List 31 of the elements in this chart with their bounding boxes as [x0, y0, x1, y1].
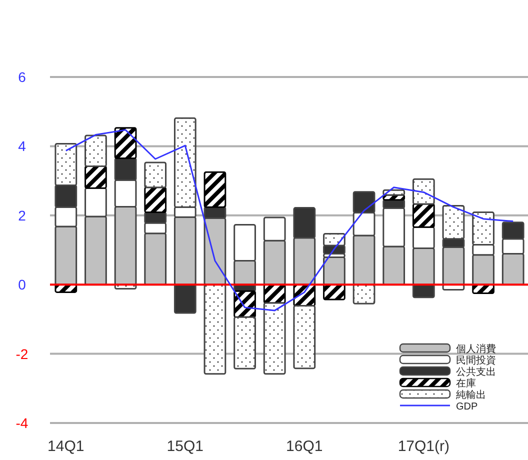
bar	[204, 171, 226, 208]
bar	[174, 284, 196, 314]
x-tick-label: 17Q1(r)	[398, 438, 450, 455]
bar	[204, 284, 226, 375]
x-tick-label: 14Q1	[48, 438, 84, 455]
bar	[352, 284, 376, 304]
y-tick-label: 0	[18, 276, 26, 293]
bar	[144, 186, 167, 214]
legend-label: 公共支出	[456, 366, 496, 378]
legend-label: GDP	[456, 402, 478, 412]
line-series	[65, 129, 514, 312]
y-tick-label: 4	[18, 138, 26, 154]
x-tick-label: 16Q1	[286, 438, 323, 455]
bar	[114, 127, 137, 160]
y-tick-label: -2	[16, 346, 28, 362]
x-tick-label: 15Q1	[166, 438, 204, 455]
y-tick-label: 6	[18, 69, 26, 85]
y-tick-label: -4	[16, 415, 28, 431]
bar	[84, 134, 107, 168]
bar	[84, 166, 107, 189]
legend-label: 個人消費	[456, 343, 496, 355]
bar	[412, 203, 435, 228]
bar	[293, 304, 316, 370]
bar	[263, 302, 286, 375]
bar	[144, 162, 167, 188]
legend-label: 民間投資	[456, 354, 496, 366]
bar	[412, 178, 435, 205]
bar	[234, 316, 256, 370]
legend-label: 在庫	[456, 378, 476, 390]
y-tick-label: 2	[18, 207, 26, 224]
legend-label: 純輸出	[456, 389, 486, 401]
